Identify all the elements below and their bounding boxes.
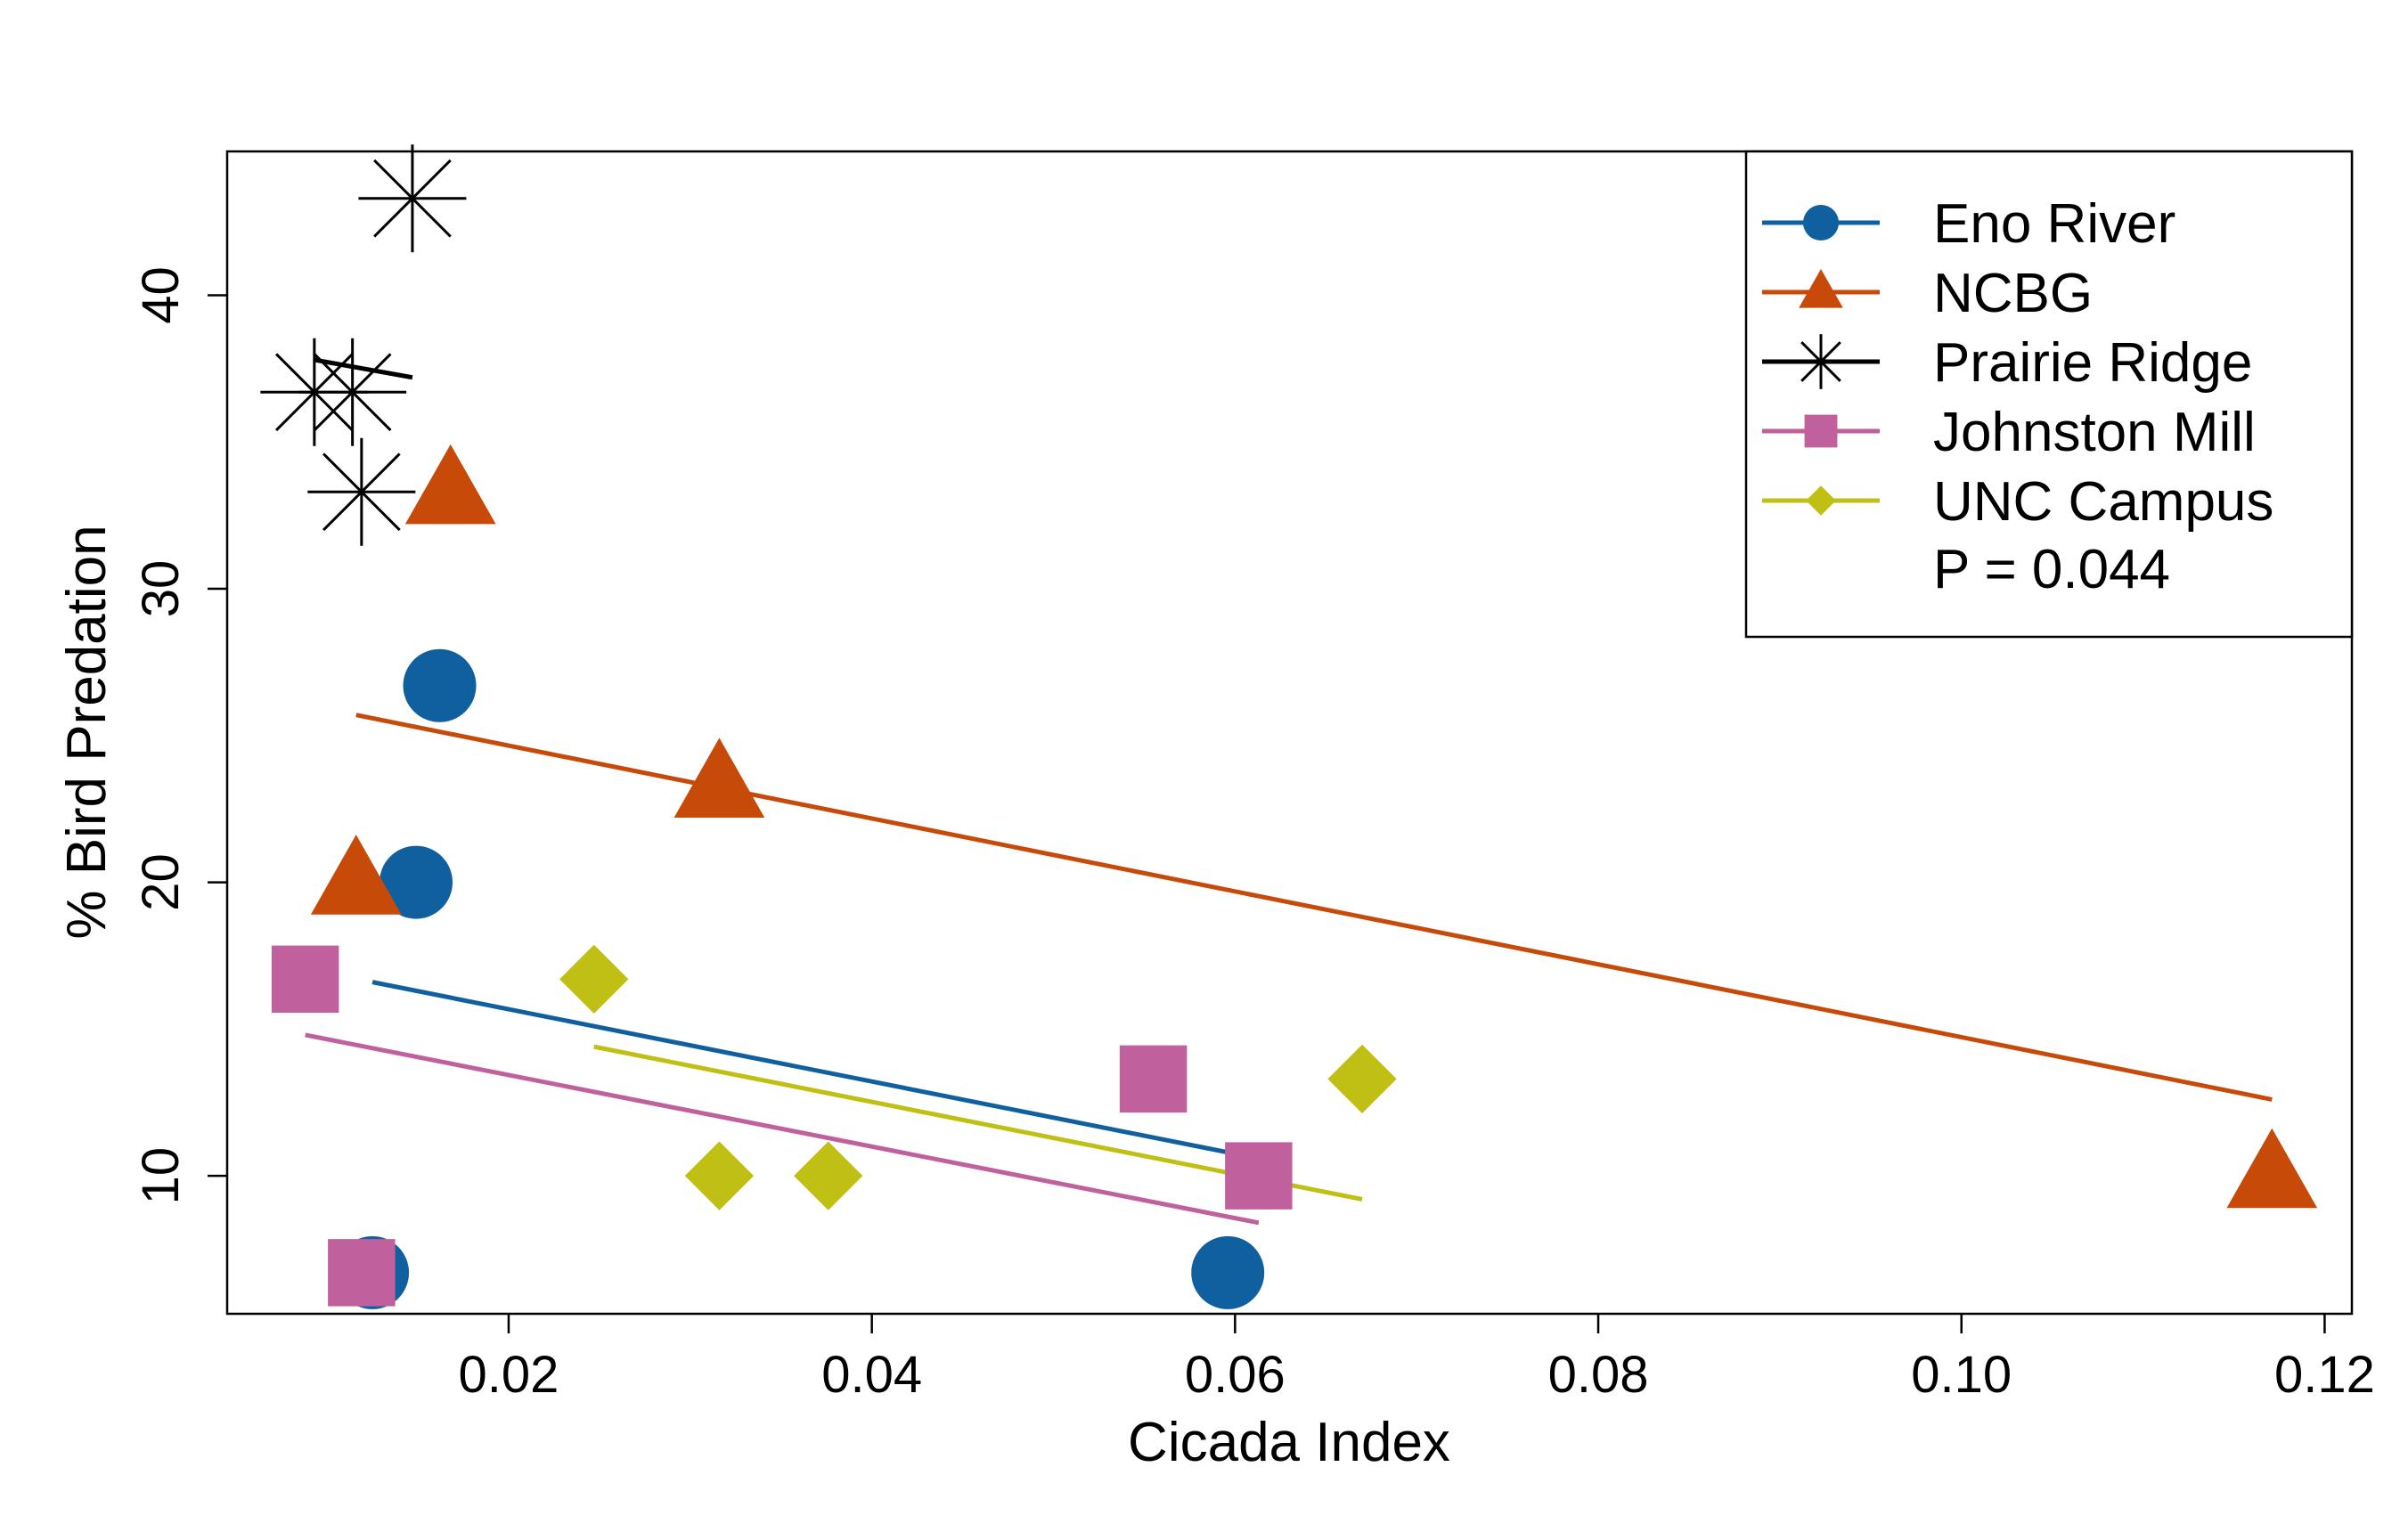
data-point-unc-campus-1 <box>559 944 629 1014</box>
legend-items: Eno River NCBG Prairie Ridge Johnston Mill U… <box>1762 193 2273 533</box>
data-point-johnston-mill-2 <box>328 1239 396 1307</box>
legend-marker-eno-river <box>1803 205 1839 240</box>
legend-label-ncbg: NCBG <box>1933 263 2093 324</box>
data-point-eno-river-1 <box>403 648 477 722</box>
y-tick-label: 30 <box>132 560 190 618</box>
legend-label-eno-river: Eno River <box>1933 193 2175 255</box>
x-tick-label: 0.10 <box>1911 1346 2012 1404</box>
data-point-ncbg-4 <box>2226 1128 2318 1209</box>
y-axis-title: % Bird Predation <box>56 525 118 939</box>
data-point-ncbg-3 <box>673 737 765 818</box>
y-axis: 10 20 30 40 <box>132 266 227 1204</box>
fit-line-ncbg <box>355 713 2273 1102</box>
data-point-unc-campus-4 <box>1327 1044 1397 1114</box>
fit-line-johnston-mill <box>305 1032 1260 1226</box>
data-point-unc-campus-3 <box>794 1141 863 1210</box>
data-markers <box>260 144 2318 1309</box>
y-tick-label: 40 <box>132 266 190 324</box>
legend-marker-ncbg <box>1799 268 1843 308</box>
data-point-johnston-mill-4 <box>1225 1142 1293 1210</box>
data-point-ncbg-2 <box>310 835 402 915</box>
data-point-prairie-ridge-1 <box>358 144 467 253</box>
legend-marker-unc-campus <box>1806 485 1836 516</box>
data-point-ncbg-1 <box>404 444 496 525</box>
x-axis-title: Cicada Index <box>1128 1412 1450 1473</box>
data-point-prairie-ridge-4 <box>307 437 416 546</box>
data-point-prairie-ridge-3 <box>298 338 407 446</box>
legend-label-johnston-mill: Johnston Mill <box>1933 402 2256 463</box>
data-point-johnston-mill-3 <box>1119 1045 1188 1113</box>
x-tick-label: 0.04 <box>821 1346 922 1404</box>
legend-marker-prairie-ridge <box>1793 334 1849 389</box>
y-tick-label: 10 <box>132 1147 190 1205</box>
x-tick-label: 0.08 <box>1548 1346 1649 1404</box>
x-tick-label: 0.06 <box>1185 1346 1286 1404</box>
x-axis: 0.02 0.04 0.06 0.08 0.10 0.12 <box>459 1314 2375 1404</box>
legend-box <box>1744 150 2354 639</box>
data-point-eno-river-4 <box>1191 1235 1265 1309</box>
x-tick-label: 0.02 <box>459 1346 559 1404</box>
fit-line-prairie-ridge <box>314 357 413 380</box>
plot-frame <box>225 150 2354 1316</box>
data-point-johnston-mill-1 <box>271 945 339 1014</box>
legend: Eno River NCBG Prairie Ridge Johnston Mill U… <box>1744 150 2354 639</box>
data-point-eno-river-2 <box>380 845 453 919</box>
x-tick-label: 0.12 <box>2274 1346 2375 1404</box>
legend-label-prairie-ridge: Prairie Ridge <box>1933 332 2252 394</box>
data-point-unc-campus-2 <box>684 1141 755 1210</box>
legend-label-unc-campus: UNC Campus <box>1933 471 2273 533</box>
p-value-annotation: P = 0.044 <box>1933 539 2170 600</box>
y-tick-label: 20 <box>132 853 190 911</box>
legend-marker-johnston-mill <box>1804 414 1838 448</box>
fit-line-eno-river <box>371 980 1228 1155</box>
